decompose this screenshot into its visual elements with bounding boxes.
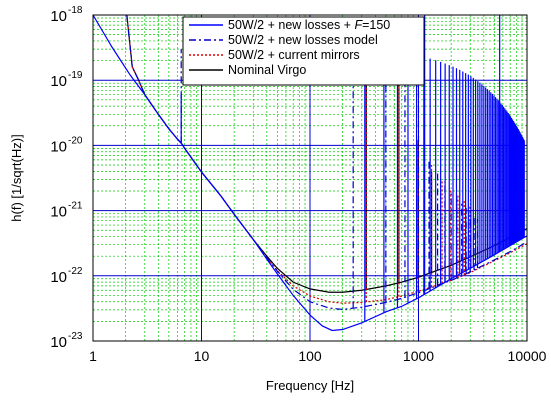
y-axis-label: h(f) [1/sqrt(Hz)] [9,134,24,221]
x-tick-labels: 1 10 100 1000 10000 [89,348,547,364]
y-tick-label: 10 [50,73,67,90]
y-tick-exponent: -20 [68,135,83,146]
x-tick-label: 1 [89,348,97,364]
y-tick-label: 10 [50,204,67,221]
x-tick-label: 10 [194,348,210,364]
y-tick-exponent: -22 [68,266,83,277]
series-layer [93,15,527,332]
legend-entry: 50W/2 + new losses + F=150 [228,18,390,32]
x-tick-label: 100 [298,348,322,364]
y-tick-label: 10 [50,334,67,351]
y-tick-exponent: -21 [68,201,83,212]
y-tick-exponent: -18 [68,5,83,16]
y-tick-label: 10 [50,269,67,286]
series-0 [93,15,527,332]
legend-entry: 50W/2 + current mirrors [228,48,360,62]
y-tick-exponent: -23 [68,331,83,342]
series-line [93,15,527,332]
x-axis-label: Frequency [Hz] [266,378,354,393]
x-tick-label: 10000 [508,348,547,364]
legend-entry: 50W/2 + new losses model [228,33,378,47]
series-line [126,15,527,304]
y-tick-label: 10 [50,138,67,155]
x-tick-label: 1000 [403,348,434,364]
y-tick-exponent: -19 [68,70,83,81]
plot-frame [92,14,528,342]
y-tick-label: 10 [50,8,67,25]
legend-box [182,16,425,86]
legend-entry: Nominal Virgo [228,63,306,77]
